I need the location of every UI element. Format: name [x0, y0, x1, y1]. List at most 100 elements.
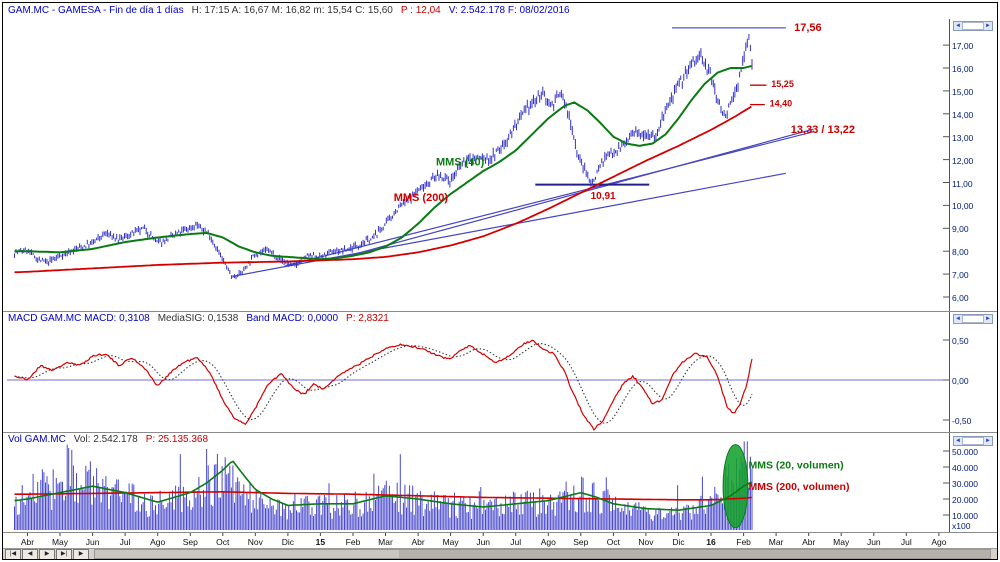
macd-mini-scrollbar[interactable]: ◄ ►: [953, 314, 993, 324]
x-axis-month-label: Jun: [867, 537, 881, 547]
x-axis-month-label: Ago: [541, 537, 556, 547]
nav-button[interactable]: ▶: [39, 548, 55, 559]
nav-button[interactable]: ▶|: [56, 548, 72, 559]
header-segment: V: 2.542.178 F: 08/02/2016: [448, 5, 570, 16]
x-axis-month-label: Jul: [510, 537, 521, 547]
header-segment: MACD GAM.MC MACD: 0,3108: [8, 313, 150, 324]
nav-button[interactable]: |◀: [5, 548, 21, 559]
x-axis: Abr May Jun Jul Ago Sep Oct Nov Dic 15 Feb Mar Abr Ma…: [7, 533, 949, 547]
header-segment: H: 17:15 A: 16,67 M: 16,82 m: 15,54 C: 1…: [191, 5, 393, 16]
x-axis-month-label: Feb: [736, 537, 751, 547]
panel-separator: [3, 432, 997, 433]
panel-separator: [3, 311, 997, 312]
volume-bars: [14, 441, 753, 530]
y-axis-label: 15,00: [952, 86, 974, 97]
y-axis-label: 10,00: [952, 201, 974, 212]
header-segment: P: 2,8321: [346, 313, 389, 324]
scroll-track[interactable]: [961, 437, 985, 445]
y-axis-label: 12,00: [952, 155, 974, 166]
y-axis-label: x100: [952, 521, 971, 531]
x-axis-month-label: Jul: [901, 537, 912, 547]
x-axis-month-label: Ago: [150, 537, 165, 547]
price-annotation: 13,33 / 13,22: [791, 124, 855, 136]
y-axis-label: 16,00: [952, 64, 974, 74]
macd-line: [14, 339, 753, 431]
price-mini-scrollbar[interactable]: ◄ ►: [953, 21, 993, 31]
nav-button[interactable]: ▶: [73, 548, 89, 559]
x-axis-month-label: 15: [316, 537, 326, 547]
scroll-track[interactable]: [961, 22, 985, 30]
x-axis-month-label: Abr: [411, 537, 424, 547]
header-segment: GAM.MC - GAMESA - Fin de día 1 días: [8, 5, 184, 16]
macd-signal-line: [14, 343, 753, 424]
x-axis-month-label: Mar: [769, 537, 784, 547]
x-axis-month-label: Oct: [607, 537, 621, 547]
x-axis-month-label: Abr: [21, 537, 34, 547]
x-axis-month-label: Dic: [282, 537, 295, 547]
price-ma-legend: MMS (200): [394, 192, 449, 204]
price-annotation: 17,56: [794, 22, 822, 34]
y-axis-label: 20.000: [952, 495, 978, 505]
y-axis-label: 50.000: [952, 447, 978, 457]
macd-chart[interactable]: [7, 312, 950, 432]
price-annotation: 10,91: [591, 191, 616, 202]
x-axis-month-label: Ago: [931, 537, 946, 547]
y-axis-label: -0,50: [952, 416, 972, 426]
volume-mms20-line: [14, 460, 752, 512]
mms200-line: [14, 105, 752, 274]
price-ma-legend: MMS (40): [436, 156, 485, 168]
x-axis-month-label: 16: [706, 537, 716, 547]
x-axis-month-label: Mar: [378, 537, 393, 547]
y-axis-label: 14,00: [952, 109, 974, 120]
scroll-left-icon[interactable]: ◄: [955, 438, 961, 444]
header-segment: Band MACD: 0,0000: [246, 313, 339, 324]
y-axis-label: 40.000: [952, 463, 978, 473]
x-axis-month-label: Abr: [802, 537, 815, 547]
price-annotation: 15,25: [771, 79, 794, 89]
y-axis-label: 11,00: [952, 178, 973, 189]
y-axis-label: 0,00: [952, 376, 969, 386]
volume-header: Vol GAM.MC Vol: 2.542.178 P: 25.135.368: [8, 434, 216, 445]
header-segment: P: 25.135.368: [145, 434, 209, 445]
scroll-right-icon[interactable]: ►: [985, 316, 991, 322]
bottom-scrollbar[interactable]: |◀ ◀ ▶ ▶| ▶: [3, 548, 997, 559]
scrollbar-thumb[interactable]: [399, 550, 990, 558]
volume-ma-legend: MMS (200, volumen): [749, 481, 850, 493]
header-segment: Vol: 2.542.178: [73, 434, 138, 445]
x-axis-month-label: Nov: [248, 537, 264, 547]
x-axis-month-label: Sep: [573, 537, 588, 547]
scroll-right-icon[interactable]: ►: [985, 23, 991, 29]
x-axis-month-label: Jun: [86, 537, 100, 547]
scroll-track[interactable]: [961, 315, 985, 323]
scroll-right-icon[interactable]: ►: [985, 438, 991, 444]
y-axis-label: 17,00: [952, 41, 974, 52]
volume-mini-scrollbar[interactable]: ◄ ►: [953, 436, 993, 446]
price-chart[interactable]: MMS (40) MMS (200) 17,56 15,25 14,40 13,33 / …: [7, 19, 950, 311]
x-axis-month-label: May: [443, 537, 460, 547]
x-axis-month-label: Jun: [476, 537, 490, 547]
scroll-left-icon[interactable]: ◄: [955, 316, 961, 322]
nav-button[interactable]: ◀: [22, 548, 38, 559]
y-axis-label: 0,50: [952, 336, 969, 346]
main-chart-header: GAM.MC - GAMESA - Fin de día 1 días H: 17…: [8, 5, 578, 16]
y-axis-label: 6,00: [952, 293, 969, 303]
y-axis-label: 30.000: [952, 479, 978, 489]
header-segment: Vol GAM.MC: [8, 434, 66, 445]
y-axis-label: 8,00: [952, 247, 969, 258]
header-segment: MediaSIG: 0,1538: [157, 313, 239, 324]
y-axis-label: 9,00: [952, 224, 969, 235]
volume-ma-legend: MMS (20, volumen): [749, 460, 844, 472]
panel-separator: [3, 532, 997, 533]
scrollbar-track[interactable]: [94, 549, 991, 559]
x-axis-month-label: Jul: [120, 537, 131, 547]
x-axis-month-label: May: [833, 537, 850, 547]
volume-mms200-line: [14, 490, 752, 501]
y-axis-label: 7,00: [952, 270, 969, 281]
macd-header: MACD GAM.MC MACD: 0,3108 MediaSIG: 0,1538…: [8, 313, 397, 324]
volume-chart[interactable]: MMS (20, volumen) MMS (200, volumen): [7, 433, 950, 532]
header-segment: P : 12,04: [400, 5, 441, 16]
x-axis-month-label: Oct: [216, 537, 230, 547]
x-axis-month-label: Dic: [672, 537, 685, 547]
scroll-left-icon[interactable]: ◄: [955, 23, 961, 29]
